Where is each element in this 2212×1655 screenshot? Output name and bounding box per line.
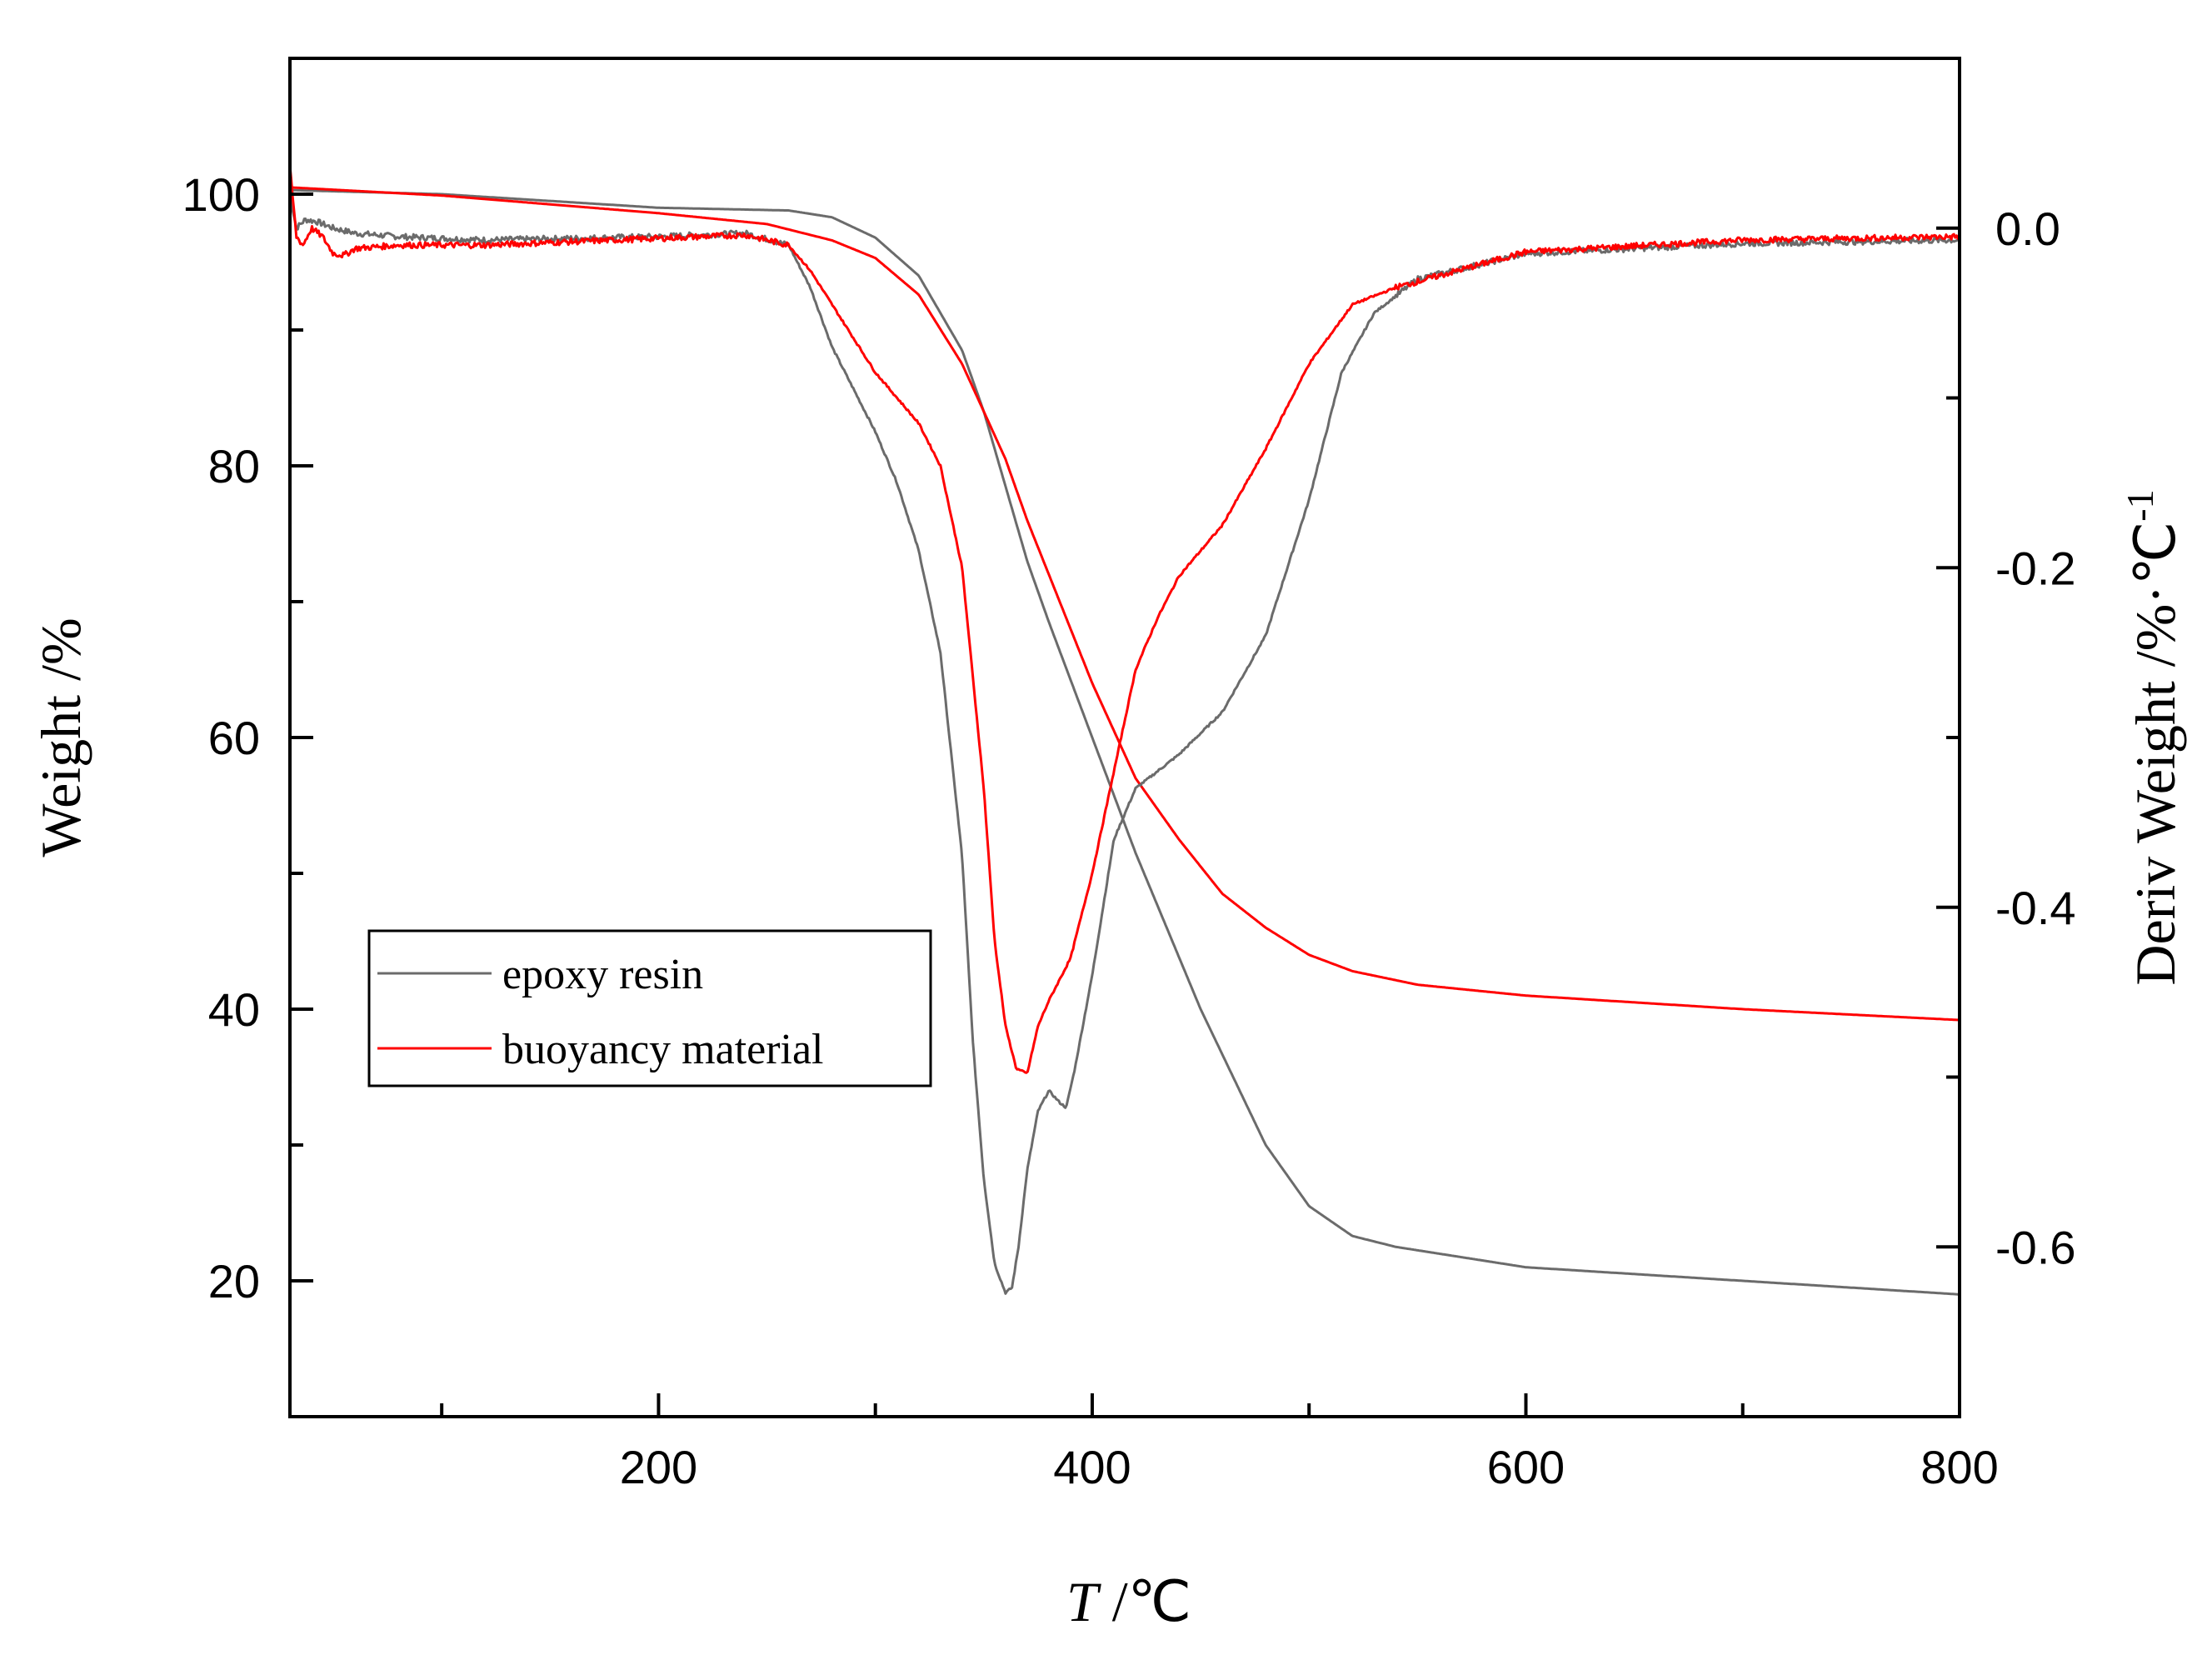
y-axis-right-title-main: Deriv Weight /%·℃ xyxy=(2124,522,2187,986)
x-tick-label: 400 xyxy=(1053,1441,1131,1493)
x-tick-label: 600 xyxy=(1487,1441,1565,1493)
y-axis-left-title: Weight /% xyxy=(29,618,92,857)
y-right-tick-label: 0.0 xyxy=(1995,202,2060,255)
x-tick-label: 800 xyxy=(1920,1441,1998,1493)
y-right-tick-label: -0.2 xyxy=(1995,542,2076,594)
y-right-tick-label: -0.4 xyxy=(1995,882,2076,934)
y-left-tick-label: 20 xyxy=(208,1255,260,1308)
x-axis-title: T /℃ xyxy=(1066,1570,1191,1633)
y-left-tick-label: 40 xyxy=(208,983,260,1036)
x-tick-label: 200 xyxy=(620,1441,697,1493)
y-axis-right-title: Deriv Weight /%·℃-1 xyxy=(2119,489,2187,985)
series-buoyancy-material-derivative xyxy=(288,165,1960,1074)
y-left-tick-label: 80 xyxy=(208,440,260,492)
legend: epoxy resin buoyancy material xyxy=(367,929,932,1088)
ticks-layer: 200 400 600 800 20 40 60 80 100 0.0 -0.2 -0.4 -0.6 xyxy=(182,168,2076,1493)
y-left-tick-label: 100 xyxy=(182,168,260,221)
y-right-tick-label: -0.6 xyxy=(1995,1221,2076,1273)
series-line-buoyancy-material-weight xyxy=(289,186,1960,1022)
series-line-buoyancy-material-derivative xyxy=(288,165,1960,1074)
x-axis-title-unit: /℃ xyxy=(1098,1570,1191,1633)
legend-box xyxy=(367,929,932,1088)
legend-label-buoyancy: buoyancy material xyxy=(502,1026,824,1073)
series-line-epoxy-resin-weight xyxy=(289,188,1960,1296)
series-epoxy-resin-weight xyxy=(289,188,1960,1296)
y-left-tick-label: 60 xyxy=(208,712,260,764)
x-axis-title-symbol: T xyxy=(1066,1570,1101,1633)
series-layer xyxy=(288,165,1960,1296)
y-axis-right-title-sup: -1 xyxy=(2119,489,2161,521)
legend-label-epoxy: epoxy resin xyxy=(502,951,703,998)
series-buoyancy-material-weight xyxy=(289,186,1960,1022)
